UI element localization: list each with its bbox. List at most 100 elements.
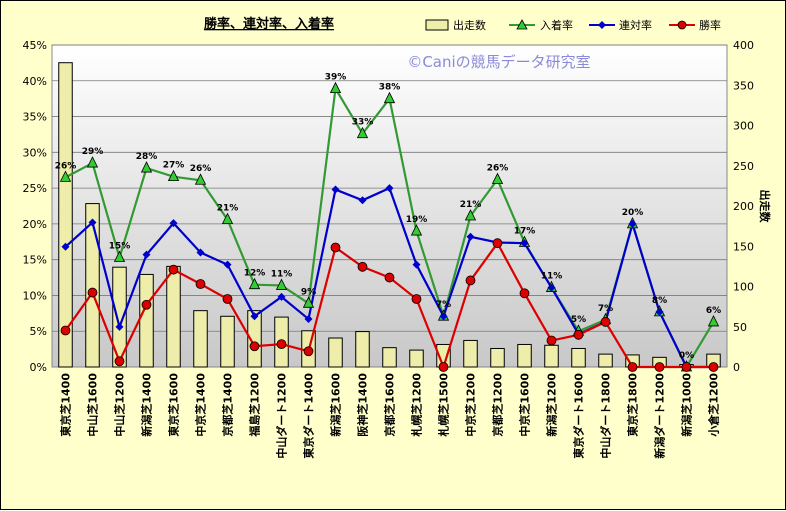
- data-label-place: 8%: [652, 296, 667, 306]
- x-tick-label: 新潟芝1200: [545, 373, 559, 437]
- point-place: [194, 173, 207, 185]
- data-label-place: 27%: [163, 161, 185, 171]
- point-win: [222, 294, 233, 304]
- x-tick-label: 中京芝1400: [194, 373, 208, 437]
- x-tick-label: 新潟芝1000: [680, 373, 694, 437]
- data-label-place: 39%: [325, 73, 347, 83]
- y-left-tick-label: 20%: [23, 218, 47, 231]
- data-label-place: 33%: [352, 118, 374, 128]
- point-rentai: [412, 260, 421, 269]
- data-label-place: 15%: [109, 242, 131, 252]
- x-tick-label: 中京芝1200: [464, 373, 478, 437]
- bar-count: [193, 310, 208, 368]
- point-rentai: [547, 283, 556, 292]
- data-label-place: 11%: [271, 269, 293, 279]
- y-right-tick-label: 300: [733, 120, 754, 133]
- point-win: [465, 275, 476, 286]
- gridlines: [52, 44, 727, 332]
- data-label-place: 38%: [379, 83, 401, 93]
- point-win: [141, 299, 152, 310]
- point-place: [113, 250, 126, 262]
- y-right-tick-label: 350: [733, 79, 754, 92]
- point-rentai: [61, 242, 70, 251]
- point-win: [627, 362, 638, 372]
- y-left-tick-label: 15%: [23, 254, 47, 267]
- point-rentai: [655, 307, 664, 316]
- x-tick-label: 中山芝1200: [113, 373, 127, 437]
- legend: 出走数 入着率 連対率 勝率: [425, 18, 721, 32]
- x-tick-label: 新潟芝1400: [140, 373, 154, 437]
- x-tick-label: 中山ダート1800: [599, 373, 613, 459]
- point-place: [59, 170, 72, 182]
- point-place: [464, 209, 477, 221]
- y-left-tick-label: 5%: [30, 325, 47, 338]
- bar-count: [247, 310, 262, 368]
- x-tick-label: 福島芝1200: [248, 373, 262, 438]
- bar-count: [571, 347, 586, 368]
- data-label-place: 7%: [436, 300, 451, 310]
- bar-count: [220, 315, 235, 368]
- point-place: [383, 91, 396, 104]
- y-right-tick-label: 200: [733, 200, 754, 213]
- point-rentai: [277, 292, 286, 301]
- point-place: [491, 172, 504, 184]
- lines-layer: [59, 81, 720, 372]
- y-left-tick-label: 45%: [23, 39, 47, 52]
- point-place: [248, 277, 261, 290]
- data-label-place: 20%: [622, 208, 644, 218]
- y-left-tick-label: 30%: [23, 146, 47, 159]
- x-tick-label: 東京芝1400: [59, 373, 73, 437]
- y-left-tick-label: 25%: [23, 182, 47, 195]
- bar-count: [544, 344, 559, 368]
- bar-count: [490, 347, 505, 368]
- y-left-tick-label: 40%: [23, 75, 47, 88]
- bar-count: [112, 266, 127, 368]
- watermark-text: ©Caniの競馬データ研究室: [407, 53, 590, 71]
- x-tick-label: 中山ダート1200: [275, 373, 289, 459]
- point-win: [708, 362, 719, 372]
- y-right-tick-label: 250: [733, 160, 754, 173]
- y-right-tick-label: 50: [733, 321, 747, 334]
- bar-count: [139, 273, 154, 368]
- data-label-place: 26%: [487, 164, 509, 174]
- x-tick-label: 京都芝1400: [221, 373, 235, 437]
- point-win: [546, 335, 557, 346]
- point-place: [410, 224, 423, 236]
- point-rentai: [331, 185, 340, 194]
- data-label-place: 26%: [55, 161, 77, 171]
- x-tick-label: 東京ダート1600: [572, 373, 586, 459]
- point-win: [654, 362, 665, 372]
- legend-marker-win: [677, 20, 687, 30]
- point-rentai: [88, 218, 97, 227]
- point-win: [303, 346, 314, 357]
- point-win: [87, 287, 98, 298]
- bar-count: [85, 203, 100, 368]
- bar-count: [598, 353, 613, 368]
- point-win: [519, 288, 530, 299]
- point-win: [600, 317, 611, 327]
- bar-count: [58, 62, 73, 368]
- legend-label-bars: 出走数: [453, 18, 486, 32]
- bar-count: [382, 347, 397, 368]
- point-rentai: [628, 219, 637, 228]
- data-label-place: 9%: [301, 287, 316, 297]
- point-place: [140, 161, 153, 173]
- data-label-place: 21%: [217, 204, 239, 214]
- bars-layer: [58, 62, 721, 368]
- point-rentai: [196, 248, 205, 257]
- point-win: [681, 362, 692, 372]
- x-tick-label: 京都芝1600: [383, 373, 397, 437]
- data-label-place: 6%: [706, 306, 721, 316]
- data-label-place: 17%: [514, 226, 536, 236]
- bar-count: [409, 349, 424, 368]
- x-tick-label: 京都芝1200: [491, 373, 505, 437]
- x-tick-label: 東京芝1800: [626, 373, 640, 437]
- point-rentai: [439, 312, 448, 321]
- point-place: [329, 81, 342, 94]
- x-tick-label: 新潟ダート1200: [653, 373, 667, 459]
- y-right-tick-label: 100: [733, 281, 754, 294]
- point-rentai: [223, 260, 232, 269]
- point-win: [276, 339, 287, 350]
